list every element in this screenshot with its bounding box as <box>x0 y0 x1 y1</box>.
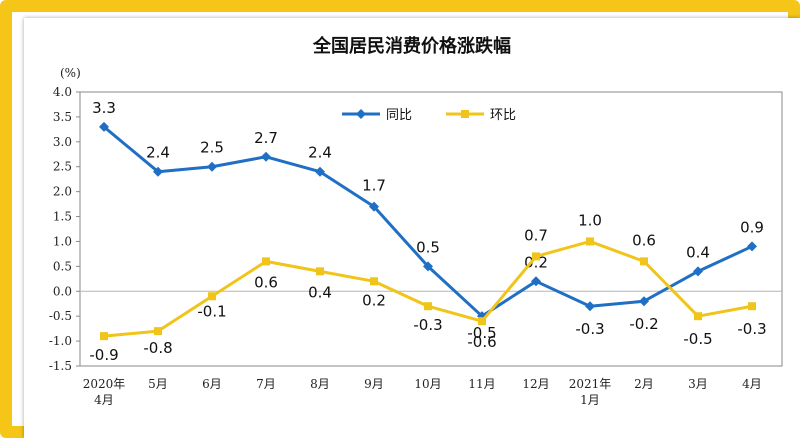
line-chart: -1.5 -1.0 -0.5 0.0 0.5 1.0 1.5 2.0 2.5 3.0 3.5 4.0 2… <box>49 85 783 407</box>
legend-marker-yoy <box>356 109 366 119</box>
data-label-yoy: 0.4 <box>686 243 710 261</box>
data-label-yoy: -0.2 <box>629 315 658 333</box>
data-point-yoy <box>261 151 271 162</box>
legend-label-mom: 环比 <box>490 108 516 123</box>
y-tick-label: -0.5 <box>49 309 72 323</box>
data-label-mom: 0.6 <box>632 231 656 249</box>
data-label-mom: -0.1 <box>197 302 226 320</box>
data-point-yoy <box>153 166 163 177</box>
x-tick-label: 8月 <box>310 377 330 391</box>
x-tick-label: 1月 <box>580 393 600 407</box>
y-tick-label: 3.5 <box>53 110 72 124</box>
data-label-yoy: -0.5 <box>467 324 496 342</box>
data-label-mom: -0.9 <box>89 346 118 364</box>
data-point-yoy <box>747 241 757 252</box>
data-point-yoy <box>531 276 541 287</box>
y-tick-label: -1.5 <box>49 359 72 373</box>
y-tick-label: -1.0 <box>49 334 72 348</box>
data-point-mom <box>100 332 108 341</box>
data-label-mom: -0.5 <box>683 330 712 348</box>
x-tick-label: 12月 <box>522 377 549 391</box>
x-tick-label: 6月 <box>202 377 222 391</box>
x-tick-label: 7月 <box>256 377 276 391</box>
data-label-mom: 0.4 <box>308 283 332 301</box>
x-tick-label: 2021年 <box>569 377 612 391</box>
data-point-mom <box>748 302 756 311</box>
y-tick-label: 1.5 <box>53 210 72 224</box>
data-label-mom: 0.2 <box>362 291 386 309</box>
data-point-yoy <box>585 301 595 312</box>
x-tick-label: 2020年 <box>83 377 126 391</box>
data-label-mom: -0.3 <box>737 320 766 338</box>
data-point-yoy <box>207 161 217 172</box>
y-axis-unit-label: (%) <box>60 66 81 80</box>
chart-panel: 全国居民消费价格涨跌幅 (%) -1.5 -1.0 -0.5 0.0 0.5 1.0 1.5… <box>24 18 800 438</box>
x-tick-label: 2月 <box>634 377 654 391</box>
data-label-yoy: 0.9 <box>740 218 764 236</box>
data-label-mom: -0.6 <box>467 333 496 351</box>
data-label-yoy: 2.4 <box>146 144 170 162</box>
data-point-yoy <box>639 296 649 307</box>
data-point-mom <box>694 312 702 321</box>
data-point-mom <box>370 277 378 286</box>
x-tick-label: 11月 <box>468 377 495 391</box>
y-tick-label: 0.5 <box>53 259 72 273</box>
data-point-mom <box>154 327 162 336</box>
data-label-yoy: 2.5 <box>200 139 224 157</box>
data-point-yoy <box>99 121 109 132</box>
x-tick-label: 4月 <box>742 377 762 391</box>
y-tick-label: 1.0 <box>53 234 72 248</box>
data-label-yoy: 2.4 <box>308 144 332 162</box>
data-label-mom: -0.8 <box>143 339 172 357</box>
data-label-mom: -0.3 <box>413 316 442 334</box>
chart-title: 全国居民消费价格涨跌幅 <box>313 36 511 57</box>
data-label-yoy: 3.3 <box>92 99 116 117</box>
legend-label-yoy: 同比 <box>386 108 412 123</box>
data-point-mom <box>586 237 594 246</box>
data-point-yoy <box>693 266 703 277</box>
data-label-yoy: 1.7 <box>362 177 386 195</box>
x-tick-label: 10月 <box>414 377 441 391</box>
y-tick-label: 4.0 <box>53 85 72 99</box>
x-tick-label: 4月 <box>94 393 114 407</box>
data-point-yoy <box>315 166 325 177</box>
legend-marker-mom <box>461 110 469 118</box>
y-tick-label: 2.0 <box>53 185 72 199</box>
data-point-mom <box>478 317 486 326</box>
data-point-mom <box>316 267 324 276</box>
data-label-mom: 0.7 <box>524 226 548 244</box>
data-point-yoy <box>369 201 379 212</box>
data-point-mom <box>532 252 540 261</box>
x-tick-label: 9月 <box>364 377 384 391</box>
y-tick-label: 3.0 <box>53 135 72 149</box>
data-point-yoy <box>423 261 433 272</box>
plot-area-border <box>79 91 783 367</box>
data-point-mom <box>208 292 216 301</box>
data-point-mom <box>640 257 648 266</box>
x-tick-label: 5月 <box>148 377 168 391</box>
data-label-yoy: -0.3 <box>575 320 604 338</box>
data-label-yoy: 2.7 <box>254 129 278 147</box>
y-tick-label: 0.0 <box>53 284 72 298</box>
data-point-mom <box>424 302 432 311</box>
data-label-yoy: 0.2 <box>524 253 548 271</box>
data-label-mom: 0.6 <box>254 273 278 291</box>
data-label-mom: 1.0 <box>578 211 602 229</box>
y-tick-label: 2.5 <box>53 160 72 174</box>
data-point-mom <box>262 257 270 266</box>
x-tick-label: 3月 <box>688 377 708 391</box>
data-label-yoy: 0.5 <box>416 238 440 256</box>
